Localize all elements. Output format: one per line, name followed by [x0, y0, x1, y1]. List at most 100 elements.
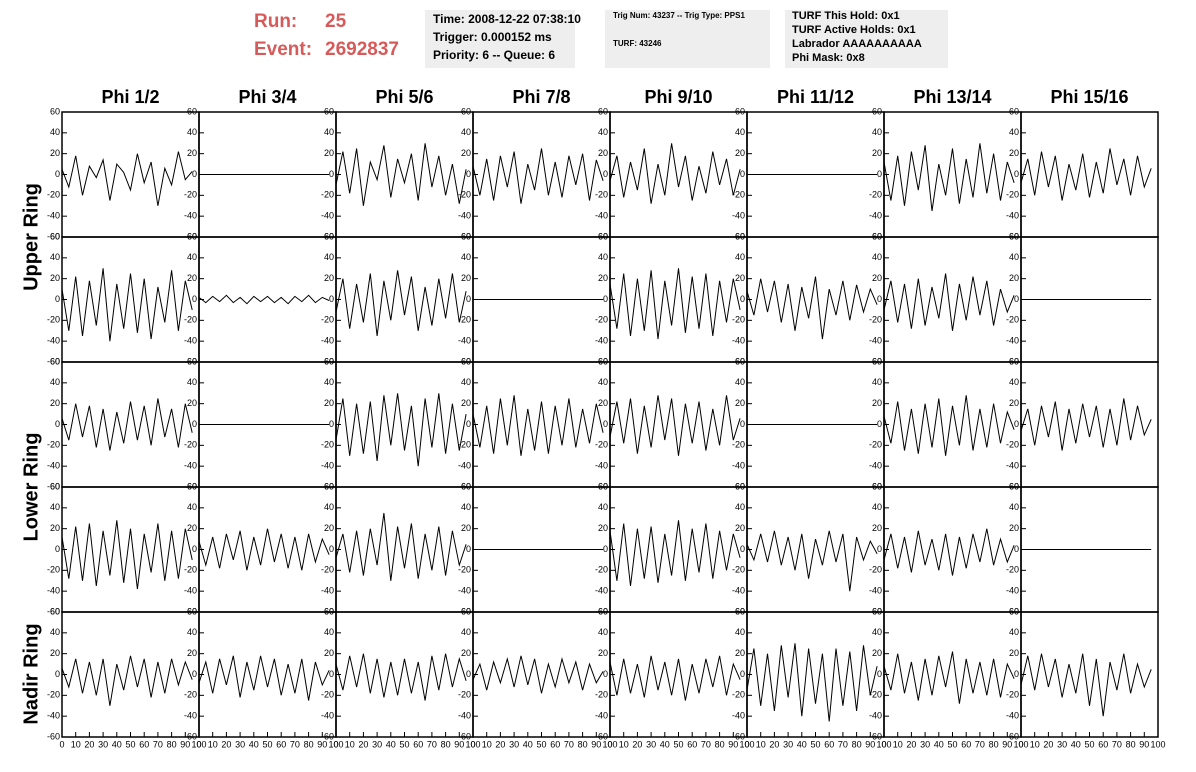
y-tick-label: 40	[1009, 127, 1019, 137]
y-tick-label: 20	[1009, 523, 1019, 533]
x-tick-label: 40	[523, 739, 533, 749]
y-tick-label: 20	[50, 148, 60, 158]
y-tick-label: 20	[324, 148, 334, 158]
panel-frame	[746, 236, 885, 363]
y-tick-label: 0	[877, 294, 882, 304]
x-tick-label: 80	[715, 739, 725, 749]
y-tick-label: 0	[603, 169, 608, 179]
y-tick-label: 40	[1009, 502, 1019, 512]
x-tick-label: 20	[906, 739, 916, 749]
y-tick-label: -60	[732, 731, 745, 741]
x-tick-label: 80	[852, 739, 862, 749]
run-label: Run:	[254, 11, 297, 32]
y-tick-label: -20	[47, 565, 60, 575]
x-tick-label: 60	[824, 739, 834, 749]
y-tick-label: 40	[872, 377, 882, 387]
y-tick-label: 0	[740, 544, 745, 554]
y-tick-label: 0	[329, 169, 334, 179]
waveform	[1020, 148, 1152, 201]
y-tick-label: 0	[1014, 669, 1019, 679]
waveform	[609, 655, 741, 701]
x-tick-label: 50	[947, 739, 957, 749]
y-tick-label: -20	[869, 190, 882, 200]
x-tick-label: 80	[441, 739, 451, 749]
y-tick-label: 20	[1009, 648, 1019, 658]
column-label: Phi 5/6	[375, 87, 433, 107]
y-tick-label: -20	[458, 315, 471, 325]
y-tick-label: -40	[732, 461, 745, 471]
y-tick-label: 60	[872, 231, 882, 241]
waveform	[609, 143, 741, 204]
y-tick-label: 20	[872, 398, 882, 408]
x-tick-label: 100	[739, 739, 754, 749]
waveform	[472, 655, 604, 694]
x-tick-label: 80	[167, 739, 177, 749]
y-tick-label: -20	[47, 190, 60, 200]
y-tick-label: -20	[458, 440, 471, 450]
panel-frame	[335, 486, 474, 613]
y-tick-label: 40	[735, 377, 745, 387]
y-tick-label: 20	[1009, 398, 1019, 408]
x-tick-label: 70	[1112, 739, 1122, 749]
waveform	[883, 528, 1015, 576]
y-tick-label: 20	[872, 648, 882, 658]
x-tick-label: 0	[196, 739, 201, 749]
x-tick-label: 60	[139, 739, 149, 749]
x-tick-label: 0	[1018, 739, 1023, 749]
y-tick-label: -40	[869, 586, 882, 596]
y-tick-label: 60	[872, 106, 882, 116]
waveform	[883, 651, 1015, 704]
waveform	[335, 512, 467, 581]
y-tick-label: -20	[732, 190, 745, 200]
x-tick-label: 30	[1057, 739, 1067, 749]
y-tick-label: -20	[869, 440, 882, 450]
y-tick-label: 20	[872, 273, 882, 283]
y-tick-label: 40	[187, 127, 197, 137]
x-tick-label: 0	[333, 739, 338, 749]
panel-frame	[746, 486, 885, 613]
y-tick-label: 20	[324, 273, 334, 283]
waveform	[335, 393, 467, 467]
waveform	[609, 268, 741, 340]
y-tick-label: -60	[47, 231, 60, 241]
x-tick-label: 40	[934, 739, 944, 749]
y-tick-label: 60	[187, 481, 197, 491]
y-tick-label: 60	[598, 231, 608, 241]
y-tick-label: -20	[1006, 440, 1019, 450]
y-tick-label: -20	[47, 690, 60, 700]
y-tick-label: -60	[1006, 731, 1019, 741]
panel-frame	[1020, 361, 1159, 488]
panel-frame	[1020, 611, 1159, 738]
y-tick-label: -20	[595, 440, 608, 450]
y-tick-label: 60	[1009, 356, 1019, 366]
panel-frame	[883, 111, 1022, 238]
y-tick-label: 60	[50, 481, 60, 491]
y-tick-label: -20	[184, 565, 197, 575]
y-tick-label: 60	[50, 356, 60, 366]
y-tick-label: -40	[1006, 586, 1019, 596]
y-tick-label: 40	[735, 502, 745, 512]
x-tick-label: 70	[564, 739, 574, 749]
y-tick-label: 0	[877, 419, 882, 429]
y-tick-label: 60	[598, 481, 608, 491]
panel-frame	[61, 611, 200, 738]
y-tick-label: -40	[321, 336, 334, 346]
y-tick-label: -40	[1006, 336, 1019, 346]
y-tick-label: -20	[1006, 690, 1019, 700]
y-tick-label: -60	[458, 731, 471, 741]
panel-frame	[335, 611, 474, 738]
y-tick-label: -20	[47, 315, 60, 325]
y-tick-label: 40	[50, 252, 60, 262]
y-tick-label: -20	[1006, 315, 1019, 325]
x-tick-label: 100	[191, 739, 206, 749]
y-tick-label: -20	[595, 190, 608, 200]
panel-frame	[335, 236, 474, 363]
y-tick-label: -40	[47, 586, 60, 596]
x-tick-label: 10	[893, 739, 903, 749]
y-tick-label: 60	[872, 356, 882, 366]
y-tick-label: 0	[329, 294, 334, 304]
info-text: TURF This Hold: 0x1	[792, 10, 900, 22]
y-tick-label: 40	[324, 502, 334, 512]
x-tick-label: 20	[221, 739, 231, 749]
